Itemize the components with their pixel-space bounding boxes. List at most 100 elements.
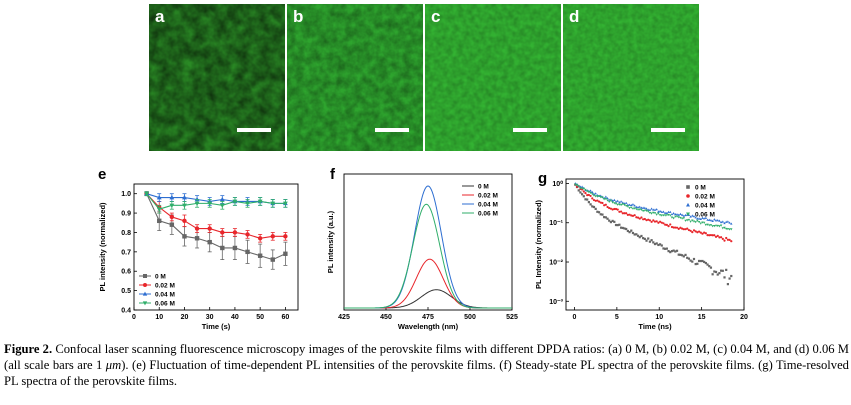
legend-marker bbox=[686, 194, 690, 198]
decay-point bbox=[664, 223, 667, 226]
decay-point bbox=[679, 216, 682, 220]
y-tick-label: 10⁰ bbox=[552, 180, 563, 188]
decay-point bbox=[667, 249, 670, 253]
decay-point bbox=[662, 247, 665, 250]
data-point bbox=[207, 239, 212, 245]
decay-point bbox=[672, 217, 675, 220]
y-tick-label: 10⁻¹ bbox=[549, 220, 563, 227]
scale-bar bbox=[651, 128, 685, 132]
x-tick-label: 60 bbox=[281, 314, 289, 321]
chart-e-svg: e 0 10 20 30 40 50 60 0.4 0.5 0.6 0.7 0.8 0.9 1.0 Time … bbox=[98, 166, 299, 331]
decay-point bbox=[725, 236, 728, 240]
decay-point bbox=[591, 193, 594, 196]
decay-point bbox=[582, 187, 586, 190]
y-tick-label: 10⁻² bbox=[549, 260, 563, 267]
decay-point bbox=[584, 192, 587, 195]
data-point bbox=[194, 236, 200, 241]
decay-point bbox=[613, 207, 616, 211]
decay-point bbox=[630, 214, 633, 217]
decay-point bbox=[679, 212, 682, 215]
decay-point bbox=[614, 207, 618, 211]
decay-point bbox=[699, 231, 702, 234]
decay-point bbox=[630, 229, 633, 232]
decay-point bbox=[635, 233, 638, 236]
decay-point bbox=[647, 218, 650, 221]
y-axis-title: PL intensity (a.u.) bbox=[326, 210, 335, 273]
decay-point bbox=[640, 234, 643, 238]
decay-point bbox=[641, 210, 645, 213]
decay-point bbox=[638, 205, 641, 208]
decay-point bbox=[626, 203, 630, 206]
decay-point bbox=[685, 219, 689, 222]
decay-point bbox=[601, 196, 604, 199]
decay-point bbox=[606, 196, 609, 200]
data-point bbox=[283, 234, 288, 239]
data-point bbox=[220, 245, 225, 251]
decay-point bbox=[621, 212, 624, 215]
legend-label: 0.06 M bbox=[155, 301, 175, 308]
decay-point bbox=[584, 198, 587, 201]
decay-point bbox=[686, 227, 689, 230]
decay-point bbox=[643, 217, 646, 221]
decay-point bbox=[619, 210, 623, 213]
data-point bbox=[245, 232, 250, 237]
decay-point bbox=[630, 203, 633, 207]
decay-point bbox=[653, 242, 657, 246]
decay-point bbox=[618, 223, 621, 226]
decay-point bbox=[604, 197, 608, 201]
legend-marker bbox=[142, 301, 148, 306]
decay-point bbox=[608, 206, 611, 210]
decay-point bbox=[672, 226, 675, 229]
decay-point bbox=[577, 185, 580, 188]
decay-point bbox=[724, 220, 728, 223]
decay-point bbox=[723, 226, 726, 229]
decay-point bbox=[726, 228, 730, 231]
decay-point bbox=[711, 219, 714, 222]
decay-point bbox=[575, 184, 579, 187]
decay-point bbox=[648, 208, 652, 211]
decay-point bbox=[677, 216, 680, 219]
decay-point bbox=[650, 220, 653, 223]
decay-point bbox=[730, 228, 733, 231]
decay-point bbox=[574, 183, 577, 186]
decay-point bbox=[709, 266, 713, 269]
decay-point bbox=[670, 225, 674, 229]
decay-point bbox=[603, 204, 606, 207]
data-point bbox=[169, 194, 175, 200]
decay-point bbox=[642, 218, 645, 221]
decay-point bbox=[611, 219, 614, 223]
decay-point bbox=[657, 210, 660, 213]
decay-point bbox=[645, 219, 648, 222]
y-tick-label: 1.0 bbox=[121, 191, 131, 198]
decay-point bbox=[589, 203, 592, 206]
decay-point bbox=[703, 260, 706, 264]
decay-point bbox=[586, 198, 589, 201]
x-tick-label: 5 bbox=[615, 314, 619, 321]
decay-point bbox=[716, 234, 719, 237]
decay-point bbox=[650, 212, 653, 215]
decay-point bbox=[670, 216, 674, 219]
data-point bbox=[257, 236, 263, 241]
decay-point bbox=[714, 219, 718, 222]
chart-g-svg: g 0 5 10 15 20 10⁻³ 10⁻² 10⁻¹ 10⁰ Time (ns) PL Inte… bbox=[534, 170, 748, 331]
x-tick-label: 50 bbox=[256, 314, 264, 321]
decay-point bbox=[730, 222, 733, 225]
micrograph-label: c bbox=[431, 7, 441, 26]
legend-marker bbox=[686, 202, 690, 207]
decay-point bbox=[633, 207, 636, 210]
decay-point bbox=[589, 189, 592, 192]
decay-point bbox=[589, 191, 592, 195]
decay-point bbox=[716, 219, 719, 222]
decay-point bbox=[680, 213, 684, 216]
series-line bbox=[146, 193, 286, 261]
decay-point bbox=[633, 204, 636, 207]
decay-point bbox=[681, 254, 684, 257]
decay-point bbox=[691, 214, 694, 217]
decay-point bbox=[665, 211, 669, 214]
decay-point bbox=[718, 236, 721, 239]
decay-point bbox=[724, 227, 728, 231]
decay-point bbox=[608, 198, 611, 201]
legend-label: 0.02 M bbox=[695, 194, 715, 201]
decay-point bbox=[596, 210, 599, 213]
decay-point bbox=[626, 229, 629, 233]
